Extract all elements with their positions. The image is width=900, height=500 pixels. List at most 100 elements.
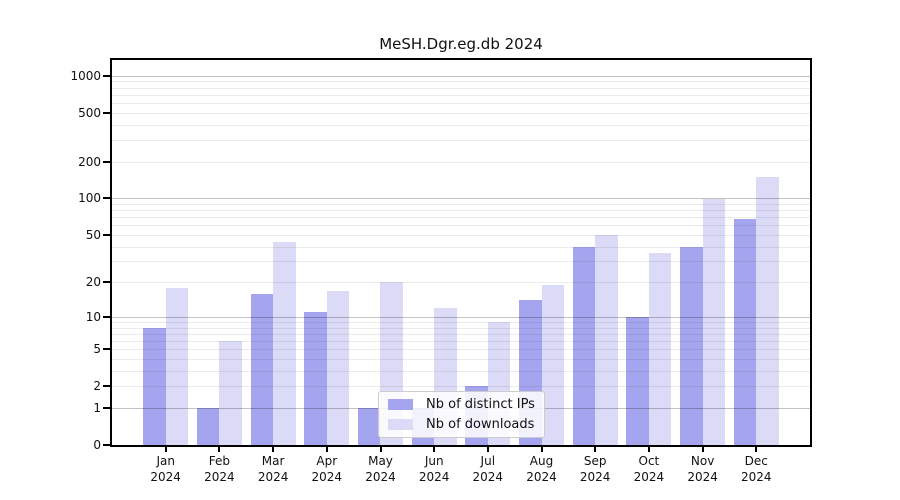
y-tick-mark-1: [103, 406, 110, 409]
gridline-minor-800: [112, 87, 810, 89]
x-tick-label-dec: Dec 2024: [741, 454, 772, 484]
y-tick-mark-20: [103, 281, 110, 284]
gridline-minor-4: [112, 359, 810, 360]
bar-distinct-ips-apr: [304, 312, 327, 445]
x-tick-mark-aug: [540, 447, 543, 452]
y-tick-label-50: 50: [85, 227, 101, 242]
bar-downloads-sep: [595, 234, 618, 445]
gridline-minor-8: [112, 327, 810, 329]
y-tick-label-1000: 1000: [70, 68, 101, 83]
y-tick-label-200: 200: [78, 154, 101, 169]
bar-distinct-ips-nov: [680, 246, 703, 445]
gridline-minor-900: [112, 81, 810, 83]
bar-distinct-ips-jan: [143, 327, 166, 445]
x-tick-label-may: May 2024: [365, 454, 396, 484]
y-tick-label-100: 100: [78, 191, 101, 206]
legend-row-distinct-ips: Nb of distinct IPs: [388, 397, 536, 412]
legend-label-downloads: Nb of downloads: [426, 417, 535, 432]
gridline-minor-40: [112, 246, 810, 248]
y-tick-label-500: 500: [78, 105, 101, 120]
gridline-minor-400: [112, 124, 810, 126]
bar-downloads-jan: [165, 287, 189, 445]
bar-distinct-ips-dec: [733, 218, 757, 445]
x-tick-label-jun: Jun 2024: [418, 454, 450, 484]
bar-downloads-mar: [273, 241, 296, 445]
legend-label-distinct-ips: Nb of distinct IPs: [426, 397, 535, 412]
x-tick-mark-feb: [218, 447, 221, 452]
x-tick-mark-oct: [647, 447, 650, 452]
bar-distinct-ips-oct: [626, 316, 649, 445]
gridline-minor-60: [112, 225, 810, 227]
bar-downloads-nov: [702, 199, 726, 445]
x-tick-label-aug: Aug 2024: [526, 454, 557, 484]
x-tick-label-apr: Apr 2024: [311, 454, 343, 484]
chart-title: MeSH.Dgr.eg.db 2024: [379, 35, 543, 53]
gridline-minor-30: [112, 261, 810, 263]
bar-distinct-ips-sep: [572, 246, 596, 445]
x-tick-mark-jun: [433, 447, 436, 452]
gridline-minor-80: [112, 210, 810, 212]
y-tick-label-10: 10: [85, 309, 101, 324]
y-tick-label-0: 0: [93, 438, 101, 452]
gridline-minor-200: [112, 161, 810, 163]
x-tick-label-mar: Mar 2024: [257, 454, 289, 484]
y-tick-mark-5: [103, 348, 110, 351]
bar-downloads-oct: [648, 253, 672, 445]
x-tick-mark-jan: [164, 447, 167, 452]
gridline-minor-6: [112, 341, 810, 342]
x-tick-mark-apr: [325, 447, 328, 452]
y-tick-label-20: 20: [85, 275, 101, 290]
gridline-minor-70: [112, 217, 810, 219]
bar-distinct-ips-may: [357, 407, 381, 445]
x-tick-mark-may: [379, 447, 382, 452]
legend-swatch-downloads: [388, 419, 413, 430]
legend-row-downloads: Nb of downloads: [388, 417, 536, 432]
x-tick-label-feb: Feb 2024: [204, 454, 235, 484]
bar-distinct-ips-mar: [250, 293, 274, 445]
gridline-minor-20: [112, 282, 810, 284]
gridline-major-1000: [112, 75, 810, 77]
gridline-major-10: [112, 316, 810, 318]
gridline-major-100: [112, 198, 810, 200]
y-tick-mark-50: [103, 233, 110, 236]
y-tick-label-2: 2: [93, 379, 101, 394]
gridline-minor-9: [112, 321, 810, 323]
bar-downloads-apr: [326, 290, 350, 445]
gridline-minor-2: [112, 386, 810, 388]
bar-downloads-dec: [756, 176, 779, 445]
x-tick-label-jan: Jan 2024: [150, 454, 181, 484]
y-tick-mark-2: [103, 385, 110, 388]
bar-downloads-aug: [541, 284, 565, 445]
gridline-minor-5: [112, 349, 810, 351]
x-tick-mark-nov: [701, 447, 704, 452]
y-tick-mark-0: [103, 444, 110, 446]
gridline-minor-500: [112, 112, 810, 114]
y-tick-mark-10: [103, 315, 110, 318]
x-tick-mark-sep: [594, 447, 597, 452]
y-tick-mark-100: [103, 197, 110, 200]
y-tick-mark-500: [103, 111, 110, 114]
bar-distinct-ips-feb: [196, 407, 220, 445]
gridline-minor-700: [112, 94, 810, 96]
gridline-minor-7: [112, 333, 810, 335]
bar-downloads-feb: [219, 341, 242, 445]
x-tick-label-nov: Nov 2024: [687, 454, 718, 484]
x-tick-label-jul: Jul 2024: [472, 454, 504, 484]
x-tick-mark-jul: [486, 447, 489, 452]
legend-swatch-distinct-ips: [388, 399, 413, 410]
x-tick-mark-mar: [272, 447, 275, 452]
y-tick-label-5: 5: [93, 342, 101, 357]
y-tick-mark-200: [103, 160, 110, 163]
y-tick-label-1: 1: [93, 400, 101, 415]
legend: Nb of distinct IPs Nb of downloads: [378, 391, 545, 438]
x-tick-label-sep: Sep 2024: [579, 454, 611, 484]
gridline-minor-300: [112, 139, 810, 141]
plot-area: Nb of distinct IPs Nb of downloads: [110, 58, 812, 447]
y-tick-mark-1000: [103, 74, 110, 77]
gridline-minor-50: [112, 234, 810, 236]
x-tick-label-oct: Oct 2024: [633, 454, 665, 484]
gridline-minor-3: [112, 370, 810, 372]
x-tick-mark-dec: [755, 447, 758, 452]
gridline-minor-90: [112, 203, 810, 205]
